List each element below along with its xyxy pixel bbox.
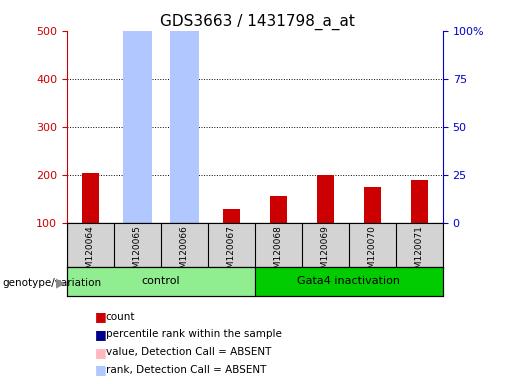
Text: Gata4 inactivation: Gata4 inactivation (298, 276, 401, 286)
Text: control: control (142, 276, 180, 286)
Text: GSM120064: GSM120064 (86, 225, 95, 280)
Bar (317, 175, 334, 223)
Text: ■: ■ (95, 328, 106, 341)
Text: percentile rank within the sample: percentile rank within the sample (106, 329, 282, 339)
Text: count: count (106, 312, 135, 322)
Text: GSM120068: GSM120068 (274, 225, 283, 280)
Text: value, Detection Call = ABSENT: value, Detection Call = ABSENT (106, 347, 271, 357)
Text: GSM120070: GSM120070 (368, 225, 377, 280)
Text: GSM120069: GSM120069 (321, 225, 330, 280)
Text: GSM120066: GSM120066 (180, 225, 189, 280)
Text: GSM120071: GSM120071 (415, 225, 424, 280)
Bar (411, 180, 427, 223)
Text: rank, Detection Call = ABSENT: rank, Detection Call = ABSENT (106, 365, 266, 375)
Bar (170, 84, 199, 223)
Text: GSM120067: GSM120067 (227, 225, 236, 280)
Text: GSM120065: GSM120065 (133, 225, 142, 280)
Text: GDS3663 / 1431798_a_at: GDS3663 / 1431798_a_at (160, 13, 355, 30)
Text: genotype/variation: genotype/variation (3, 278, 101, 288)
Bar (270, 196, 287, 223)
Text: ▶: ▶ (56, 277, 66, 290)
Text: ■: ■ (95, 363, 106, 376)
Bar (255, 267, 443, 296)
Bar (124, 0, 151, 223)
Bar (124, 48, 151, 223)
Bar (67, 267, 255, 296)
Bar (223, 209, 239, 223)
Text: ■: ■ (95, 310, 106, 323)
Bar (364, 187, 381, 223)
Bar (170, 0, 199, 223)
Bar (82, 173, 99, 223)
Text: ■: ■ (95, 346, 106, 359)
